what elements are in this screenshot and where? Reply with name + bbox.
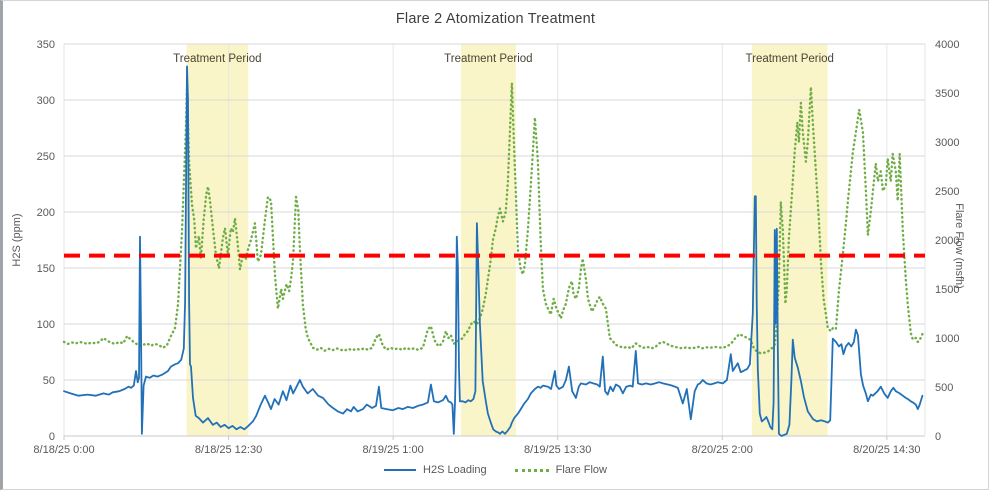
y-right-tick-label: 3000 bbox=[935, 137, 959, 149]
y-left-tick-label: 200 bbox=[37, 207, 55, 219]
flare-flow-series[interactable] bbox=[62, 81, 924, 355]
y-left-tick-label: 250 bbox=[37, 151, 55, 163]
y-right-tick-label: 1000 bbox=[935, 333, 959, 345]
chart-legend: H2S Loading Flare Flow bbox=[3, 464, 988, 476]
y-right-tick-label: 2000 bbox=[935, 235, 959, 247]
y-left-tick-label: 50 bbox=[43, 375, 55, 387]
y-right-tick-label: 2500 bbox=[935, 186, 959, 198]
y-axis-right-title: Flare Flow (msfh) bbox=[953, 203, 965, 289]
legend-label: Flare Flow bbox=[555, 464, 607, 476]
treatment-period-band bbox=[751, 44, 828, 436]
treatment-period-band bbox=[460, 44, 516, 436]
x-tick-label: 8/20/25 2:00 bbox=[692, 444, 753, 456]
x-tick-label: 8/19/25 1:00 bbox=[363, 444, 424, 456]
y-left-tick-label: 0 bbox=[49, 431, 55, 443]
x-tick-label: 8/19/25 13:30 bbox=[524, 444, 591, 456]
y-axis-left-title: H2S (ppm) bbox=[11, 213, 23, 267]
y-left-tick-label: 150 bbox=[37, 263, 55, 275]
y-left-tick-label: 100 bbox=[37, 319, 55, 331]
treatment-period-label: Treatment Period bbox=[444, 53, 532, 65]
y-right-tick-label: 4000 bbox=[935, 39, 959, 51]
x-tick-label: 8/20/25 14:30 bbox=[853, 444, 920, 456]
chart-title: Flare 2 Atomization Treatment bbox=[395, 11, 596, 27]
x-tick-label: 8/18/25 0:00 bbox=[33, 444, 94, 456]
treatment-period-label: Treatment Period bbox=[173, 53, 261, 65]
y-right-tick-label: 500 bbox=[935, 382, 953, 394]
legend-item-flare-flow[interactable]: Flare Flow bbox=[514, 464, 607, 476]
y-left-tick-label: 300 bbox=[37, 95, 55, 107]
y-right-tick-label: 3500 bbox=[935, 88, 959, 100]
flare-dotted-swatch-icon bbox=[514, 468, 549, 472]
treatment-period-label: Treatment Period bbox=[746, 53, 834, 65]
y-right-tick-label: 0 bbox=[935, 431, 941, 443]
legend-label: H2S Loading bbox=[423, 464, 487, 476]
y-left-tick-label: 350 bbox=[37, 39, 55, 51]
h2s-line-swatch-icon bbox=[384, 469, 417, 471]
treatment-period-band bbox=[186, 44, 249, 436]
plot-area[interactable]: 0501001502002503003500500100015002000250… bbox=[3, 1, 989, 490]
x-tick-label: 8/18/25 12:30 bbox=[195, 444, 262, 456]
h2s-loading-series[interactable] bbox=[63, 65, 924, 437]
legend-item-h2s-loading[interactable]: H2S Loading bbox=[384, 464, 487, 476]
y-right-tick-label: 1500 bbox=[935, 284, 959, 296]
